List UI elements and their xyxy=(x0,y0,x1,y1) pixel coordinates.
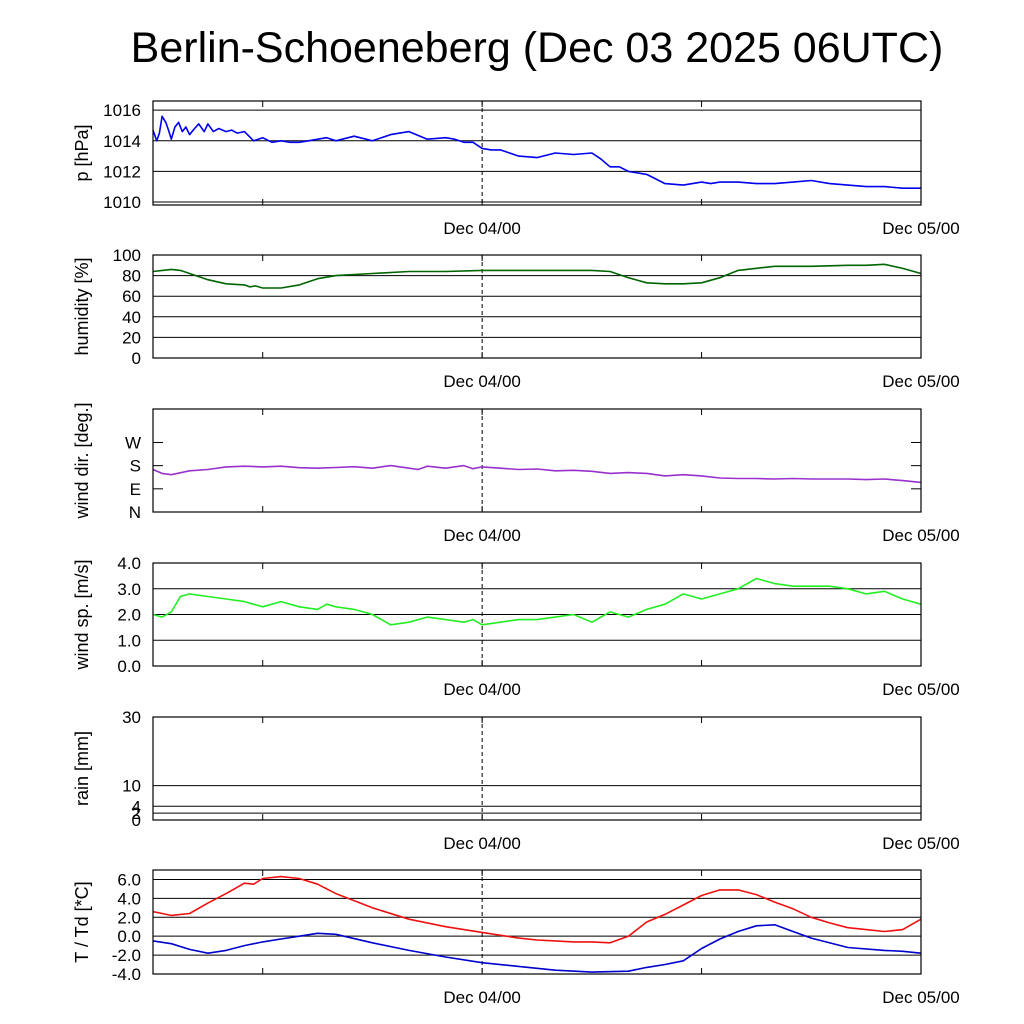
pressure-ytick-label: 1016 xyxy=(103,101,141,120)
temperature-frame xyxy=(152,869,922,975)
humidity-ytick-label: 100 xyxy=(113,246,141,265)
wind_speed-ytick-label: 3.0 xyxy=(117,580,141,599)
temperature-series-Td xyxy=(152,923,922,973)
wind_speed-ytick-label: 0.0 xyxy=(117,657,141,676)
humidity-series-humidity xyxy=(152,263,922,289)
wind_dir-frame xyxy=(152,408,922,513)
pressure-frame xyxy=(152,100,922,206)
rain-xtick-label: Dec 05/00 xyxy=(882,834,960,853)
temperature-ytick-label: -2.0 xyxy=(112,946,141,965)
temperature-ytick-label: 2.0 xyxy=(117,908,141,927)
humidity-ytick-label: 80 xyxy=(122,267,141,286)
wind_speed-ytick-label: 2.0 xyxy=(117,606,141,625)
humidity-ylabel: humidity [%] xyxy=(72,257,92,355)
temperature-xtick-label: Dec 04/00 xyxy=(443,988,521,1007)
rain-ytick-label: 10 xyxy=(122,777,141,796)
humidity-frame xyxy=(152,254,922,359)
pressure-ytick-label: 1010 xyxy=(103,193,141,212)
rain-xtick-label: Dec 04/00 xyxy=(443,834,521,853)
humidity-xtick-label: Dec 04/00 xyxy=(443,372,521,391)
temperature-ytick-label: 4.0 xyxy=(117,889,141,908)
rain-frame xyxy=(152,716,922,821)
chart-title: Berlin-Schoeneberg (Dec 03 2025 06UTC) xyxy=(130,24,944,72)
rain-ytick-label: 2 xyxy=(132,804,141,823)
wind_dir-ylabel: wind dir. [deg.] xyxy=(72,402,92,519)
wind_dir-ytick-label: N xyxy=(129,503,141,522)
temperature-ytick-label: -4.0 xyxy=(112,965,141,984)
temperature-ylabel: T / Td [*C] xyxy=(72,881,92,962)
temperature-series-T xyxy=(152,875,922,944)
pressure-ytick-label: 1014 xyxy=(103,132,141,151)
rain-ylabel: rain [mm] xyxy=(72,731,92,806)
wind_speed-xtick-label: Dec 04/00 xyxy=(443,680,521,699)
wind_speed-ylabel: wind sp. [m/s] xyxy=(72,559,92,670)
temperature-ytick-label: 0.0 xyxy=(117,927,141,946)
temperature-ytick-label: 6.0 xyxy=(117,870,141,889)
wind_speed-xtick-label: Dec 05/00 xyxy=(882,680,960,699)
wind_dir-series-wind_dir xyxy=(152,464,922,484)
wind_dir-ytick-label: W xyxy=(125,433,141,452)
humidity-ytick-label: 20 xyxy=(122,328,141,347)
rain-ytick-label: 30 xyxy=(122,708,141,727)
humidity-ytick-label: 40 xyxy=(122,308,141,327)
rain-ytick-label: 4 xyxy=(132,797,141,816)
wind_speed-series-wind_speed xyxy=(152,577,922,626)
rain-ytick-label: 0 xyxy=(132,811,141,830)
wind_dir-ytick-label: E xyxy=(130,480,141,499)
wind_speed-ytick-label: 4.0 xyxy=(117,554,141,573)
pressure-panel: 1010 1012 1014 1016 p [hPa] Dec 04/00 Dec 05/0… xyxy=(72,100,960,238)
humidity-xtick-label: Dec 05/00 xyxy=(882,372,960,391)
wind_dir-xtick-label: Dec 04/00 xyxy=(443,526,521,545)
wind_speed-ytick-label: 1.0 xyxy=(117,631,141,650)
pressure-xtick-label: Dec 05/00 xyxy=(882,219,960,238)
pressure-xtick-label: Dec 04/00 xyxy=(443,219,521,238)
humidity-ytick-label: 0 xyxy=(132,349,141,368)
wind_speed-frame xyxy=(152,562,922,667)
pressure-ylabel: p [hPa] xyxy=(72,124,92,181)
pressure-series-pressure xyxy=(152,115,921,189)
temperature-panel: -4.0-2.00.02.04.06.0 T / Td [*C] Dec 04/00… xyxy=(72,869,960,1007)
humidity-ytick-label: 60 xyxy=(122,287,141,306)
wind_dir-ytick-label: S xyxy=(130,457,141,476)
temperature-xtick-label: Dec 05/00 xyxy=(882,988,960,1007)
wind_dir-xtick-label: Dec 05/00 xyxy=(882,526,960,545)
pressure-ytick-label: 1012 xyxy=(103,162,141,181)
wind_speed-panel: 0.0 1.0 2.0 3.0 4.0 wind sp. [m/s] Dec 04/00 De… xyxy=(72,554,960,699)
